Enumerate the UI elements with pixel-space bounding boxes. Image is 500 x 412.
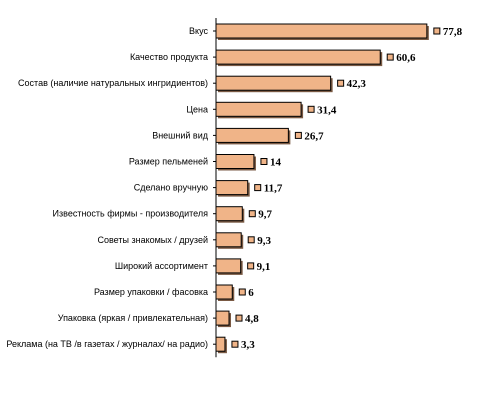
category-label: Цена (186, 104, 208, 114)
category-label: Качество продукта (130, 52, 208, 62)
value-key-square (260, 158, 268, 165)
bar (215, 336, 226, 352)
value-labels: 77,8 60,6 42,3 31,4 26,7 14 11,7 9,7 9,3 9,1 6 4,8 3… (231, 26, 463, 351)
value-label: 9,7 (258, 209, 272, 221)
value-key-square (254, 184, 262, 192)
bar (215, 23, 428, 39)
category-label: Размер пельменей (129, 157, 208, 167)
value-key-square (247, 262, 255, 270)
bar (215, 127, 289, 143)
value-label: 14 (270, 157, 282, 169)
bar (215, 75, 332, 91)
value-label: 77,8 (443, 26, 463, 38)
value-key-square (337, 79, 345, 87)
category-label: Внешний вид (152, 130, 209, 140)
value-key-square (294, 131, 302, 139)
value-key-square (248, 210, 256, 218)
value-label: 60,6 (396, 52, 416, 64)
value-label: 4,8 (245, 313, 259, 325)
bar (215, 310, 230, 326)
category-label: Упаковка (яркая / привлекательная) (58, 313, 208, 323)
category-label: Реклама (на ТВ /в газетах / журналах/ на… (6, 339, 208, 349)
bar (215, 49, 381, 65)
bar (215, 101, 302, 117)
value-key-square (307, 105, 315, 113)
value-label: 11,7 (264, 183, 283, 195)
category-labels: Вкус Качество продукта Состав (наличие нат… (6, 26, 208, 349)
value-key-square (231, 340, 239, 348)
value-key-square (235, 314, 243, 322)
category-label: Вкус (189, 26, 208, 36)
category-label: Широкий ассортимент (115, 261, 208, 271)
bar (215, 284, 233, 300)
bar (215, 206, 243, 222)
category-label: Сделано вручную (134, 183, 209, 193)
value-label: 9,3 (257, 235, 271, 247)
bar (215, 180, 249, 196)
value-key-square (238, 288, 246, 296)
bar (215, 258, 242, 274)
value-label: 42,3 (347, 78, 367, 90)
value-label: 26,7 (304, 130, 324, 142)
category-label: Известность фирмы - производителя (53, 209, 209, 219)
value-label: 3,3 (241, 339, 255, 351)
category-label: Размер упаковки / фасовка (94, 287, 208, 297)
category-label: Советы знакомых / друзей (97, 235, 208, 245)
value-key-square (247, 236, 255, 244)
bar (215, 232, 242, 248)
bars-layer (213, 23, 429, 354)
value-key-square (433, 27, 441, 35)
bar (215, 154, 255, 169)
value-label: 31,4 (317, 104, 337, 116)
value-label: 9,1 (257, 261, 271, 273)
value-key-square (386, 53, 394, 61)
value-label: 6 (248, 287, 254, 299)
category-label: Состав (наличие натуральных ингридиентов… (18, 78, 208, 88)
